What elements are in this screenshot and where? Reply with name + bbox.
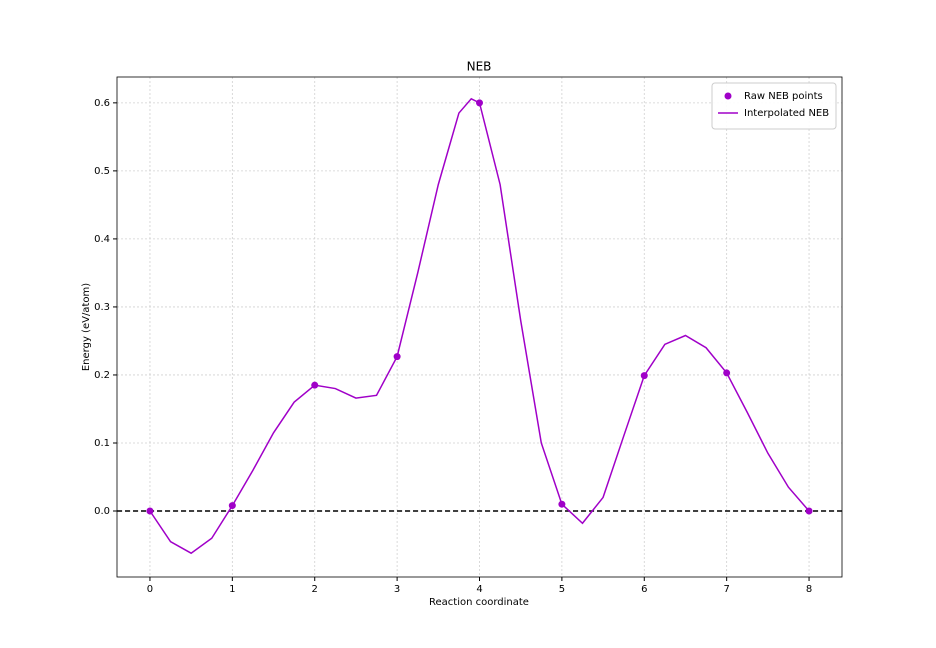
legend-marker: [724, 92, 732, 100]
legend-label: Interpolated NEB: [744, 108, 829, 119]
x-tick-label: 7: [723, 584, 729, 595]
x-tick-label: 5: [559, 584, 565, 595]
x-tick-label: 3: [394, 584, 400, 595]
y-tick-label: 0.2: [94, 370, 110, 381]
y-tick-label: 0.4: [94, 234, 110, 245]
chart-title: NEB: [467, 60, 492, 74]
y-tick-label: 0.6: [94, 98, 110, 109]
y-tick-label: 0.3: [94, 302, 110, 313]
x-tick-label: 0: [147, 584, 153, 595]
x-tick-label: 2: [312, 584, 318, 595]
x-tick-label: 8: [806, 584, 812, 595]
y-axis-label: Energy (eV/atom): [81, 283, 92, 371]
y-tick-label: 0.5: [94, 166, 110, 177]
line: [149, 97, 810, 555]
plot-frame: [116, 76, 843, 578]
x-tick-label: 4: [476, 584, 482, 595]
y-tick-label: 0.0: [94, 506, 110, 517]
legend-box: [711, 82, 837, 130]
y-tick-label: 0.1: [94, 438, 110, 449]
x-tick-label: 1: [229, 584, 235, 595]
x-axis-label: Reaction coordinate: [429, 597, 529, 608]
x-tick-label: 6: [641, 584, 647, 595]
legend-label: Raw NEB points: [744, 91, 823, 102]
